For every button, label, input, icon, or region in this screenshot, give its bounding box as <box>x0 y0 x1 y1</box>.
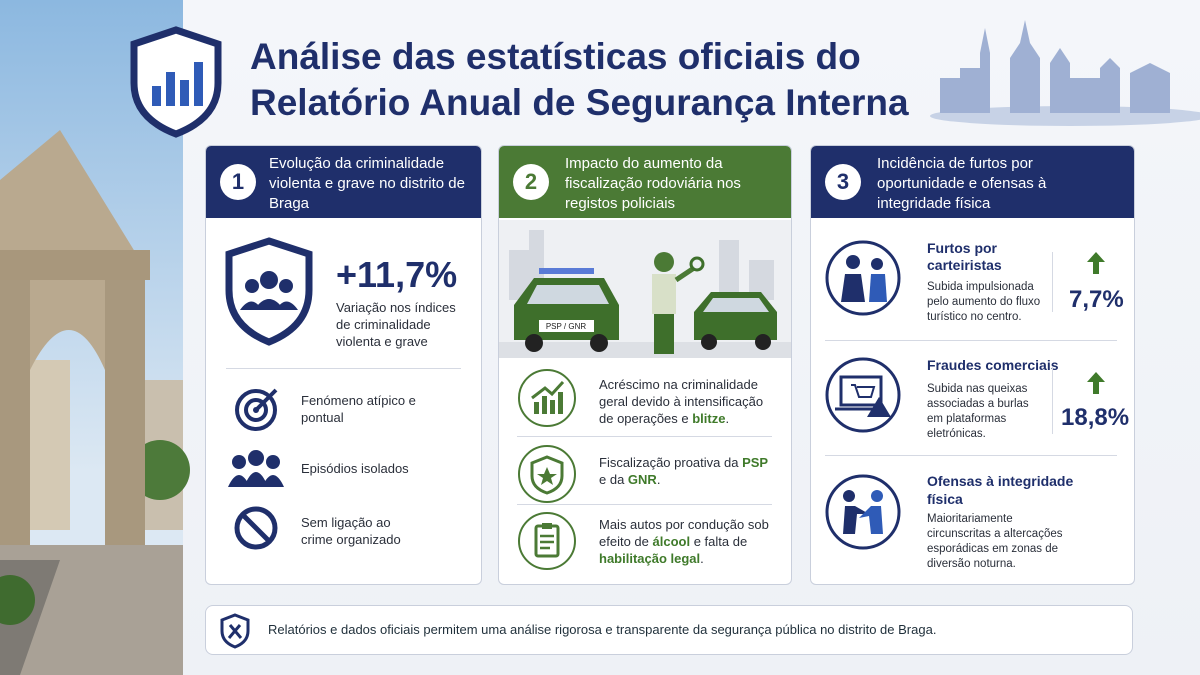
assault-icon <box>825 474 901 550</box>
text-segment: Fiscalização proativa da <box>599 455 743 470</box>
card-title: Evolução da criminalidade violenta e gra… <box>269 155 465 212</box>
target-icon <box>235 388 278 431</box>
item-text: Fenómeno atípico e pontual <box>301 393 416 425</box>
divider <box>1052 368 1053 434</box>
item-heading: Furtos por carteiristas <box>927 240 1002 273</box>
up-arrow <box>1087 252 1105 274</box>
card-header <box>811 146 1134 218</box>
badge-icon <box>518 445 576 503</box>
chart-up-icon <box>518 369 576 427</box>
separator <box>517 436 772 437</box>
title: Análise das estatísticas oficiais do Rel… <box>250 34 909 126</box>
item-text: Subida nas queixas associadas a burlas e… <box>927 383 1029 440</box>
text-segment: . <box>700 551 704 566</box>
text-segment: Acréscimo na criminalidade geral devido … <box>599 377 764 426</box>
traffic-stop-illustration: PSP / GNR <box>499 220 791 358</box>
shield-tools-icon <box>220 613 250 649</box>
pickpocket-icon <box>825 240 901 316</box>
item-text: Sem ligação ao crime organizado <box>301 515 401 547</box>
text-segment: . <box>725 411 730 426</box>
text-segment: e da <box>599 472 628 487</box>
text-highlight: GNR <box>627 472 657 487</box>
item-text: Subida impulsionada pelo aumento do flux… <box>927 281 1041 323</box>
title-line: Análise das estatísticas oficiais do <box>250 36 861 77</box>
stat: +11,7% <box>336 254 458 295</box>
prohibited-icon <box>234 506 278 550</box>
item-text: Maioritariamente circunscritas a alterca… <box>927 513 1063 570</box>
separator <box>825 455 1117 456</box>
text-segment: . <box>656 472 661 487</box>
item-stat: 18,8% <box>1061 404 1130 431</box>
shield-people-icon <box>225 237 313 346</box>
text-highlight: PSP <box>742 455 769 470</box>
item-text: Acréscimo na criminalidade geral devido … <box>599 376 769 427</box>
up-arrow <box>1087 372 1105 394</box>
card-number: 1 <box>220 164 256 200</box>
text-segment: e falta de <box>690 534 748 549</box>
item-heading: Ofensas à integridade física <box>927 473 1074 507</box>
separator <box>825 340 1117 341</box>
item-text: Mais autos por condução sob efeito de ál… <box>599 516 774 567</box>
text-segment: Mais autos por condução sob efeito de <box>599 517 769 549</box>
cathedral-skyline <box>930 20 1200 126</box>
divider <box>1052 252 1053 312</box>
card: 1 Evolução da criminalidade violenta e g… <box>205 145 482 585</box>
item-heading: Fraudes comerciais <box>927 357 1059 373</box>
text-highlight: blitze <box>692 411 726 426</box>
separator <box>517 504 772 505</box>
plate-text: PSP / GNR <box>546 322 587 331</box>
item-text: Fiscalização proativa da PSP e da GNR. <box>599 454 769 488</box>
card-number: 2 <box>513 164 549 200</box>
card: 3 Incidência de furtos por oportunidade … <box>810 145 1135 585</box>
footer-text: Relatórios e dados oficiais permitem uma… <box>268 622 937 637</box>
separator <box>226 368 461 369</box>
card: 2 Impacto do aumento da fiscalização rod… <box>498 145 792 585</box>
clipboard-icon <box>518 512 576 570</box>
card-number: 3 <box>825 164 861 200</box>
stat-caption: Variação nos índices de criminalidade vi… <box>336 300 456 349</box>
card-title: Impacto do aumento da fiscalização rodov… <box>565 155 741 212</box>
item-stat: 7,7% <box>1069 286 1124 313</box>
text-highlight: habilitação legal <box>599 551 701 566</box>
footer: Relatórios e dados oficiais permitem uma… <box>205 605 1133 655</box>
text-highlight: álcool <box>652 534 691 549</box>
shield-chart-logo <box>130 26 222 138</box>
card-title: Incidência de furtos por oportunidade e … <box>877 155 1047 212</box>
group-icon <box>228 450 284 487</box>
fraud-icon <box>825 357 901 433</box>
item-text: Episódios isolados <box>301 461 409 476</box>
title-line: Relatório Anual de Segurança Interna <box>250 82 909 123</box>
